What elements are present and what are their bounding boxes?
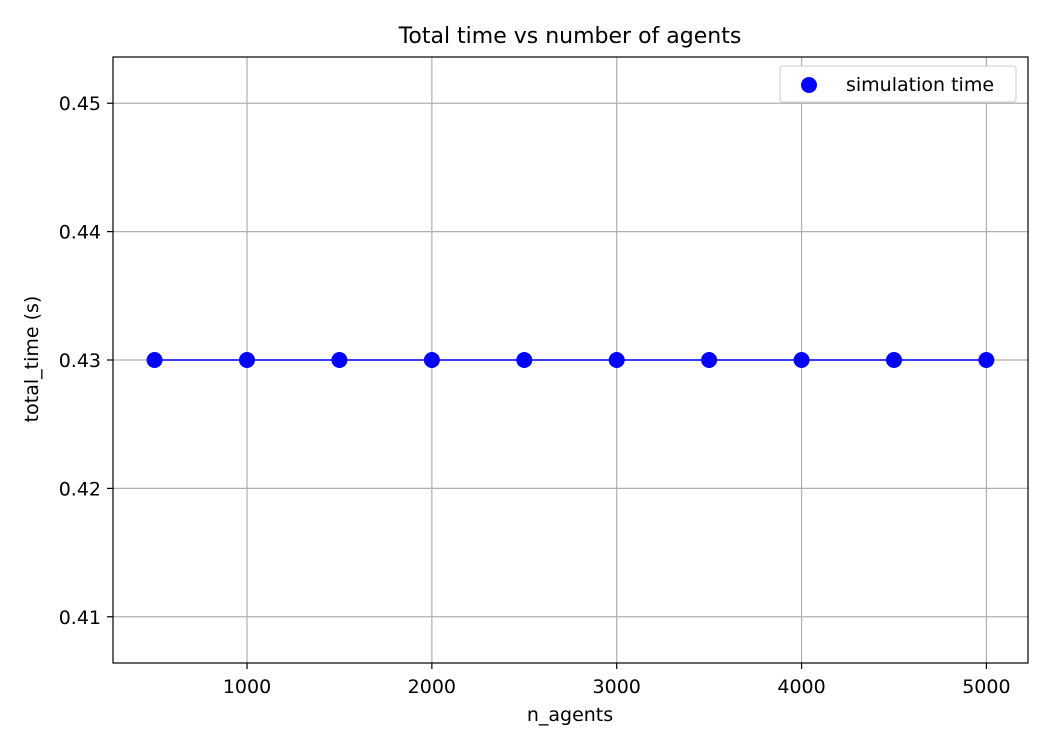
y-tick-label: 0.41	[59, 607, 101, 629]
data-point	[978, 352, 995, 368]
legend: simulation time	[779, 65, 1017, 103]
x-tick-label: 4000	[777, 676, 825, 698]
x-tick-label: 3000	[593, 676, 641, 698]
data-point	[331, 352, 348, 368]
x-tick-label: 5000	[962, 676, 1010, 698]
y-axis-label: total_time (s)	[21, 296, 43, 423]
y-tick-label: 0.45	[59, 93, 101, 115]
series-layer	[146, 352, 995, 368]
y-tick-label: 0.44	[59, 222, 101, 244]
data-point	[423, 352, 440, 368]
legend-marker	[801, 77, 817, 93]
axis-ticks: 1000 2000 3000 4000 5000 0.41 0.42 0.43 0.44 0.45	[59, 93, 1011, 698]
data-point	[608, 352, 625, 368]
chart-title: Total time vs number of agents	[398, 24, 742, 49]
data-point	[793, 352, 810, 368]
data-point	[146, 352, 163, 368]
data-point	[885, 352, 902, 368]
y-tick-label: 0.43	[59, 350, 101, 372]
x-tick-label: 1000	[223, 676, 271, 698]
data-point	[239, 352, 256, 368]
legend-label: simulation time	[846, 74, 994, 96]
x-tick-label: 2000	[408, 676, 456, 698]
data-point	[701, 352, 718, 368]
y-tick-label: 0.42	[59, 478, 101, 500]
x-axis-label: n_agents	[527, 704, 613, 726]
data-point	[516, 352, 533, 368]
legend-box	[779, 65, 1017, 103]
